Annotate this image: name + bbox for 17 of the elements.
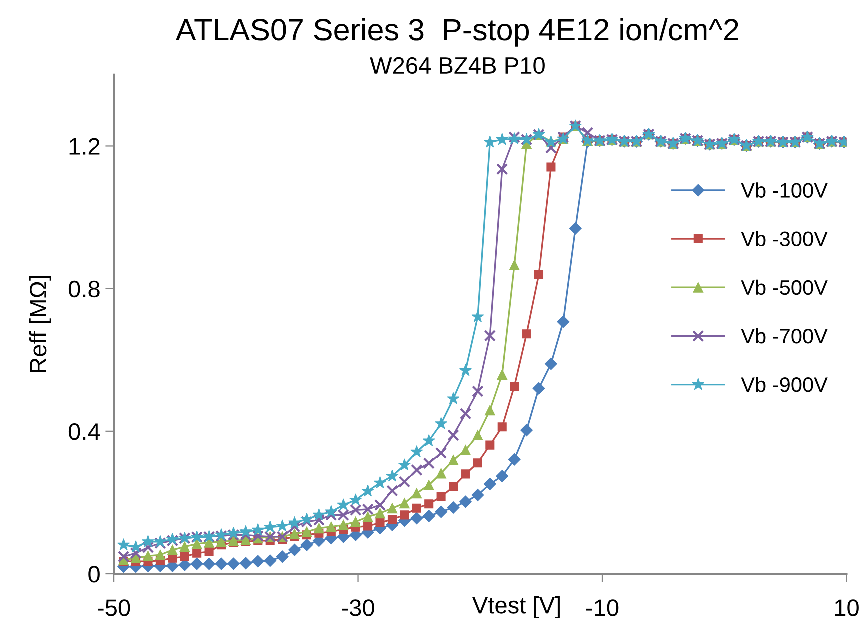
x-tick-label: -10 xyxy=(586,600,619,616)
x-axis-title: Vtest [V] xyxy=(472,596,560,618)
legend-label: Vb -100V xyxy=(741,182,828,198)
y-tick-label: 0.8 xyxy=(68,280,100,298)
x-tick-label: -50 xyxy=(98,600,130,616)
y-axis-title: Reff [MΩ] xyxy=(29,276,52,372)
x-tick-label: 10 xyxy=(835,600,859,616)
y-tick-label: 0.4 xyxy=(68,423,100,440)
y-tick-label: 1.2 xyxy=(70,138,100,155)
y-tick-label: 0 xyxy=(88,566,100,583)
legend-label: Vb -500V xyxy=(741,280,828,296)
chart-subtitle: W264 BZ4B P10 xyxy=(370,57,545,74)
x-tick-label: -30 xyxy=(342,600,374,616)
legend-label: Vb -700V xyxy=(741,328,828,344)
legend-label: Vb -900V xyxy=(741,377,828,392)
legend-label: Vb -300V xyxy=(741,231,828,247)
chart-title: ATLAS07 Series 3 P-stop 4E12 ion/cm^2 xyxy=(176,18,738,47)
